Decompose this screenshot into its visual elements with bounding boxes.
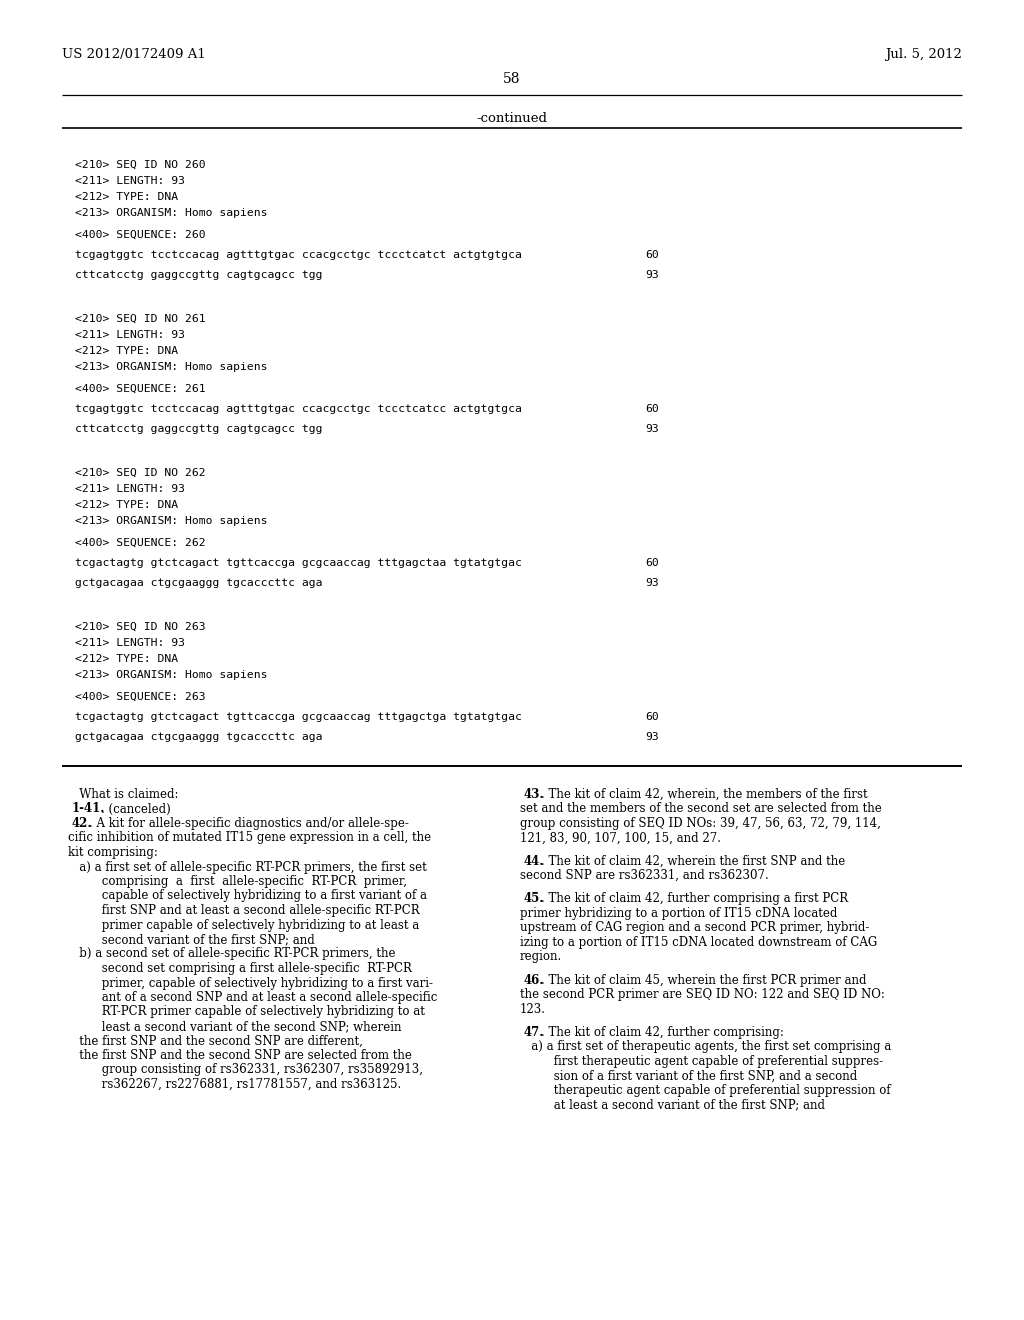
Text: <212> TYPE: DNA: <212> TYPE: DNA xyxy=(75,191,178,202)
Text: 60: 60 xyxy=(645,558,658,568)
Text: second SNP are rs362331, and rs362307.: second SNP are rs362331, and rs362307. xyxy=(520,869,769,882)
Text: ant of a second SNP and at least a second allele-specific: ant of a second SNP and at least a secon… xyxy=(68,991,437,1005)
Text: 42.: 42. xyxy=(72,817,92,830)
Text: kit comprising:: kit comprising: xyxy=(68,846,158,859)
Text: <210> SEQ ID NO 263: <210> SEQ ID NO 263 xyxy=(75,622,206,632)
Text: upstream of CAG region and a second PCR primer, hybrid-: upstream of CAG region and a second PCR … xyxy=(520,921,869,935)
Text: izing to a portion of IT15 cDNA located downstream of CAG: izing to a portion of IT15 cDNA located … xyxy=(520,936,878,949)
Text: <212> TYPE: DNA: <212> TYPE: DNA xyxy=(75,346,178,356)
Text: a) a first set of allele-specific RT-PCR primers, the first set: a) a first set of allele-specific RT-PCR… xyxy=(68,861,427,874)
Text: 93: 93 xyxy=(645,578,658,587)
Text: 45.: 45. xyxy=(524,892,545,906)
Text: group consisting of SEQ ID NOs: 39, 47, 56, 63, 72, 79, 114,: group consisting of SEQ ID NOs: 39, 47, … xyxy=(520,817,881,830)
Text: <213> ORGANISM: Homo sapiens: <213> ORGANISM: Homo sapiens xyxy=(75,209,267,218)
Text: <210> SEQ ID NO 262: <210> SEQ ID NO 262 xyxy=(75,469,206,478)
Text: tcgactagtg gtctcagact tgttcaccga gcgcaaccag tttgagctaa tgtatgtgac: tcgactagtg gtctcagact tgttcaccga gcgcaac… xyxy=(75,558,522,568)
Text: <400> SEQUENCE: 262: <400> SEQUENCE: 262 xyxy=(75,539,206,548)
Text: . The kit of claim 42, wherein, the members of the first: . The kit of claim 42, wherein, the memb… xyxy=(542,788,868,801)
Text: capable of selectively hybridizing to a first variant of a: capable of selectively hybridizing to a … xyxy=(68,890,427,903)
Text: a) a first set of therapeutic agents, the first set comprising a: a) a first set of therapeutic agents, th… xyxy=(520,1040,891,1053)
Text: . The kit of claim 45, wherein the first PCR primer and: . The kit of claim 45, wherein the first… xyxy=(542,974,867,986)
Text: 44.: 44. xyxy=(524,855,545,867)
Text: sion of a first variant of the first SNP, and a second: sion of a first variant of the first SNP… xyxy=(520,1069,857,1082)
Text: <212> TYPE: DNA: <212> TYPE: DNA xyxy=(75,653,178,664)
Text: tcgagtggtc tcctccacag agtttgtgac ccacgcctgc tccctcatct actgtgtgca: tcgagtggtc tcctccacag agtttgtgac ccacgcc… xyxy=(75,249,522,260)
Text: set and the members of the second set are selected from the: set and the members of the second set ar… xyxy=(520,803,882,816)
Text: 121, 83, 90, 107, 100, 15, and 27.: 121, 83, 90, 107, 100, 15, and 27. xyxy=(520,832,721,845)
Text: <213> ORGANISM: Homo sapiens: <213> ORGANISM: Homo sapiens xyxy=(75,362,267,372)
Text: least a second variant of the second SNP; wherein: least a second variant of the second SNP… xyxy=(68,1020,401,1034)
Text: <211> LENGTH: 93: <211> LENGTH: 93 xyxy=(75,638,185,648)
Text: primer capable of selectively hybridizing to at least a: primer capable of selectively hybridizin… xyxy=(68,919,419,932)
Text: rs362267, rs2276881, rs17781557, and rs363125.: rs362267, rs2276881, rs17781557, and rs3… xyxy=(68,1078,401,1092)
Text: <211> LENGTH: 93: <211> LENGTH: 93 xyxy=(75,484,185,494)
Text: first therapeutic agent capable of preferential suppres-: first therapeutic agent capable of prefe… xyxy=(520,1055,883,1068)
Text: Jul. 5, 2012: Jul. 5, 2012 xyxy=(885,48,962,61)
Text: . A kit for allele-specific diagnostics and/or allele-spe-: . A kit for allele-specific diagnostics … xyxy=(89,817,410,830)
Text: 58: 58 xyxy=(503,73,521,86)
Text: 60: 60 xyxy=(645,404,658,414)
Text: 93: 93 xyxy=(645,271,658,280)
Text: second variant of the first SNP; and: second variant of the first SNP; and xyxy=(68,933,314,946)
Text: <400> SEQUENCE: 260: <400> SEQUENCE: 260 xyxy=(75,230,206,240)
Text: 93: 93 xyxy=(645,424,658,434)
Text: primer, capable of selectively hybridizing to a first vari-: primer, capable of selectively hybridizi… xyxy=(68,977,433,990)
Text: group consisting of rs362331, rs362307, rs35892913,: group consisting of rs362331, rs362307, … xyxy=(68,1064,423,1077)
Text: tcgactagtg gtctcagact tgttcaccga gcgcaaccag tttgagctga tgtatgtgac: tcgactagtg gtctcagact tgttcaccga gcgcaac… xyxy=(75,711,522,722)
Text: 60: 60 xyxy=(645,711,658,722)
Text: the second PCR primer are SEQ ID NO: 122 and SEQ ID NO:: the second PCR primer are SEQ ID NO: 122… xyxy=(520,989,885,1001)
Text: What is claimed:: What is claimed: xyxy=(68,788,178,801)
Text: at least a second variant of the first SNP; and: at least a second variant of the first S… xyxy=(520,1098,825,1111)
Text: <211> LENGTH: 93: <211> LENGTH: 93 xyxy=(75,330,185,341)
Text: <213> ORGANISM: Homo sapiens: <213> ORGANISM: Homo sapiens xyxy=(75,516,267,525)
Text: 60: 60 xyxy=(645,249,658,260)
Text: region.: region. xyxy=(520,950,562,964)
Text: primer hybridizing to a portion of IT15 cDNA located: primer hybridizing to a portion of IT15 … xyxy=(520,907,838,920)
Text: -continued: -continued xyxy=(476,112,548,125)
Text: 47.: 47. xyxy=(524,1026,545,1039)
Text: 1-41.: 1-41. xyxy=(72,803,105,816)
Text: cttcatcctg gaggccgttg cagtgcagcc tgg: cttcatcctg gaggccgttg cagtgcagcc tgg xyxy=(75,424,323,434)
Text: first SNP and at least a second allele-specific RT-PCR: first SNP and at least a second allele-s… xyxy=(68,904,420,917)
Text: tcgagtggtc tcctccacag agtttgtgac ccacgcctgc tccctcatcc actgtgtgca: tcgagtggtc tcctccacag agtttgtgac ccacgcc… xyxy=(75,404,522,414)
Text: the first SNP and the second SNP are different,: the first SNP and the second SNP are dif… xyxy=(68,1035,362,1048)
Text: comprising  a  first  allele-specific  RT-PCR  primer,: comprising a first allele-specific RT-PC… xyxy=(68,875,407,888)
Text: b) a second set of allele-specific RT-PCR primers, the: b) a second set of allele-specific RT-PC… xyxy=(68,948,395,961)
Text: <210> SEQ ID NO 260: <210> SEQ ID NO 260 xyxy=(75,160,206,170)
Text: <212> TYPE: DNA: <212> TYPE: DNA xyxy=(75,500,178,510)
Text: second set comprising a first allele-specific  RT-PCR: second set comprising a first allele-spe… xyxy=(68,962,412,975)
Text: 93: 93 xyxy=(645,733,658,742)
Text: <211> LENGTH: 93: <211> LENGTH: 93 xyxy=(75,176,185,186)
Text: . The kit of claim 42, further comprising:: . The kit of claim 42, further comprisin… xyxy=(542,1026,784,1039)
Text: gctgacagaa ctgcgaaggg tgcacccttc aga: gctgacagaa ctgcgaaggg tgcacccttc aga xyxy=(75,578,323,587)
Text: . The kit of claim 42, wherein the first SNP and the: . The kit of claim 42, wherein the first… xyxy=(542,855,846,867)
Text: gctgacagaa ctgcgaaggg tgcacccttc aga: gctgacagaa ctgcgaaggg tgcacccttc aga xyxy=(75,733,323,742)
Text: the first SNP and the second SNP are selected from the: the first SNP and the second SNP are sel… xyxy=(68,1049,412,1063)
Text: RT-PCR primer capable of selectively hybridizing to at: RT-PCR primer capable of selectively hyb… xyxy=(68,1006,425,1019)
Text: 123.: 123. xyxy=(520,1003,546,1015)
Text: <213> ORGANISM: Homo sapiens: <213> ORGANISM: Homo sapiens xyxy=(75,671,267,680)
Text: therapeutic agent capable of preferential suppression of: therapeutic agent capable of preferentia… xyxy=(520,1084,891,1097)
Text: 46.: 46. xyxy=(524,974,545,986)
Text: . (canceled): . (canceled) xyxy=(101,803,171,816)
Text: . The kit of claim 42, further comprising a first PCR: . The kit of claim 42, further comprisin… xyxy=(542,892,849,906)
Text: <400> SEQUENCE: 263: <400> SEQUENCE: 263 xyxy=(75,692,206,702)
Text: US 2012/0172409 A1: US 2012/0172409 A1 xyxy=(62,48,206,61)
Text: <210> SEQ ID NO 261: <210> SEQ ID NO 261 xyxy=(75,314,206,323)
Text: cttcatcctg gaggccgttg cagtgcagcc tgg: cttcatcctg gaggccgttg cagtgcagcc tgg xyxy=(75,271,323,280)
Text: <400> SEQUENCE: 261: <400> SEQUENCE: 261 xyxy=(75,384,206,393)
Text: 43.: 43. xyxy=(524,788,545,801)
Text: cific inhibition of mutated IT15 gene expression in a cell, the: cific inhibition of mutated IT15 gene ex… xyxy=(68,832,431,845)
